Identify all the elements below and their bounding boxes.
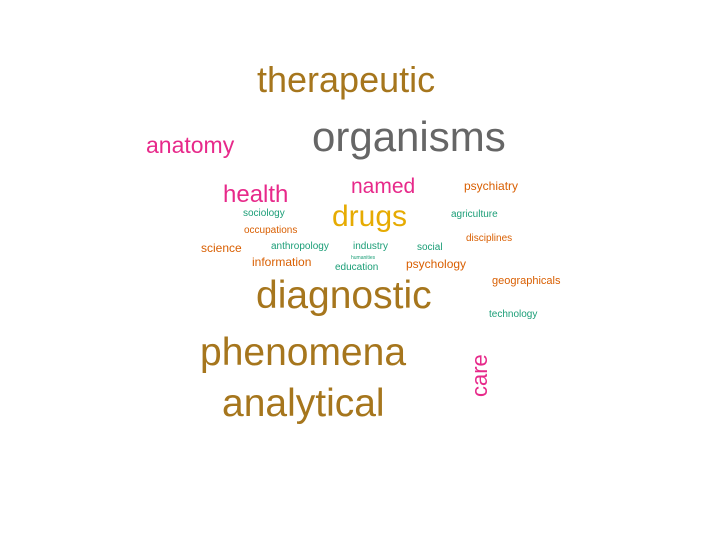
word-analytical: analytical <box>222 382 385 425</box>
word-psychology: psychology <box>406 257 467 271</box>
word-sociology: sociology <box>243 208 285 219</box>
word-psychiatry: psychiatry <box>464 179 519 193</box>
word-geographicals: geographicals <box>492 275 561 287</box>
word-social: social <box>417 242 443 253</box>
word-diagnostic: diagnostic <box>256 274 432 317</box>
word-named: named <box>351 175 416 198</box>
word-health: health <box>223 181 289 208</box>
word-care: care <box>467 354 492 397</box>
word-education: education <box>335 262 379 273</box>
word-information: information <box>252 255 312 269</box>
word-humanities: humanities <box>351 255 376 261</box>
word-therapeutic: therapeutic <box>257 59 436 100</box>
word-industry: industry <box>353 241 389 252</box>
word-technology: technology <box>489 309 538 320</box>
word-occupations: occupations <box>244 225 298 236</box>
word-disciplines: disciplines <box>466 233 513 244</box>
word-science: science <box>201 241 242 255</box>
word-anthropology: anthropology <box>271 241 329 252</box>
word-phenomena: phenomena <box>200 331 407 374</box>
word-drugs: drugs <box>332 200 408 233</box>
word-anatomy: anatomy <box>146 132 235 158</box>
word-organisms: organisms <box>312 113 506 160</box>
word-agriculture: agriculture <box>451 209 498 220</box>
